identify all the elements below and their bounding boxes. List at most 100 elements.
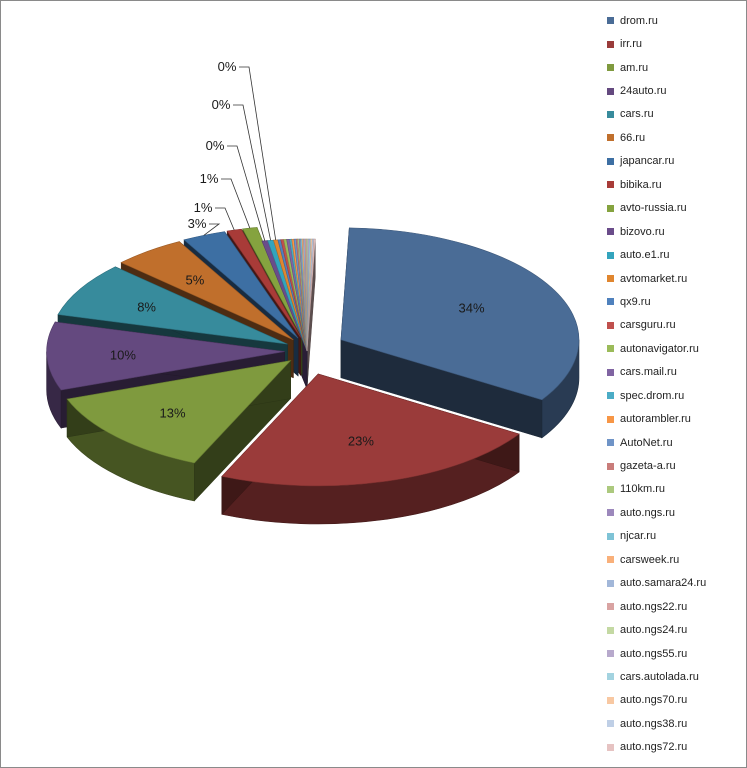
legend-swatch — [607, 673, 614, 681]
legend-swatch — [607, 368, 614, 376]
legend-label: spec.drom.ru — [620, 389, 685, 402]
legend-item: cars.autolada.ru — [607, 665, 745, 688]
legend-label: cars.autolada.ru — [620, 670, 699, 683]
pie-labels-layer: 34%23%13%10%8%5%3%1%1%0%0%0% — [110, 59, 485, 448]
legend-item: auto.ngs55.ru — [607, 642, 745, 665]
legend-swatch — [607, 603, 614, 611]
legend-label: cars.mail.ru — [620, 366, 677, 379]
slice-data-label: 13% — [159, 406, 185, 421]
pie-top-layer — [46, 227, 580, 487]
legend-swatch — [607, 181, 614, 189]
slice-data-label: 10% — [110, 348, 136, 363]
legend-item: carsguru.ru — [607, 314, 745, 337]
pie-chart: 34%23%13%10%8%5%3%1%1%0%0%0% — [46, 59, 580, 525]
slice-leader-line — [215, 207, 235, 231]
legend-item: cars.mail.ru — [607, 361, 745, 384]
legend-label: bizovo.ru — [620, 225, 665, 238]
slice-leader-line — [203, 223, 221, 236]
legend-swatch — [607, 579, 614, 587]
legend-item: avtomarket.ru — [607, 267, 745, 290]
legend-label: 66.ru — [620, 131, 646, 144]
pie-slice-66-ru — [120, 241, 294, 341]
slice-data-label: 0% — [206, 138, 225, 153]
legend-label: qx9.ru — [620, 295, 651, 308]
legend-item: spec.drom.ru — [607, 384, 745, 407]
legend-item: bizovo.ru — [607, 220, 745, 243]
legend-label: auto.samara24.ru — [620, 577, 707, 590]
chart-legend: drom.ru irr.ru am.ru 24auto.ru cars.ru 66.ru j… — [607, 9, 745, 759]
legend-item: japancar.ru — [607, 150, 745, 173]
legend-item: AutoNet.ru — [607, 431, 745, 454]
slice-leader-line — [227, 145, 266, 241]
legend-swatch — [607, 204, 614, 212]
slice-data-label: 23% — [348, 433, 374, 448]
legend-swatch — [607, 532, 614, 540]
pie-slice-drom-ru — [340, 227, 580, 401]
legend-swatch — [607, 415, 614, 423]
slice-leader-line — [233, 104, 271, 241]
legend-item: autorambler.ru — [607, 407, 745, 430]
legend-label: carsguru.ru — [620, 319, 676, 332]
legend-item: auto.ngs70.ru — [607, 689, 745, 712]
pie-slice-am-ru — [66, 360, 292, 464]
legend-label: irr.ru — [620, 38, 642, 51]
legend-label: auto.e1.ru — [620, 249, 670, 262]
legend-item: auto.ngs.ru — [607, 501, 745, 524]
legend-label: cars.ru — [620, 108, 654, 121]
slice-data-label: 1% — [200, 171, 219, 186]
legend-item: am.ru — [607, 56, 745, 79]
slice-data-label: 1% — [194, 200, 213, 215]
legend-label: drom.ru — [620, 14, 658, 27]
legend-swatch — [607, 134, 614, 142]
legend-item: auto.ngs72.ru — [607, 736, 745, 759]
legend-label: bibika.ru — [620, 178, 662, 191]
legend-item: auto.e1.ru — [607, 243, 745, 266]
legend-swatch — [607, 720, 614, 728]
legend-label: njcar.ru — [620, 530, 657, 543]
legend-item: drom.ru — [607, 9, 745, 32]
legend-item: bibika.ru — [607, 173, 745, 196]
legend-item: irr.ru — [607, 32, 745, 55]
legend-label: autorambler.ru — [620, 413, 691, 426]
legend-label: japancar.ru — [620, 155, 675, 168]
legend-swatch — [607, 110, 614, 118]
legend-swatch — [607, 345, 614, 353]
legend-label: 110km.ru — [620, 483, 666, 496]
pie-slice-bibika-ru — [226, 228, 301, 338]
legend-item: gazeta-a.ru — [607, 454, 745, 477]
legend-label: auto.ngs38.ru — [620, 717, 688, 730]
pie-slice-cars-ru — [57, 266, 288, 345]
pie-slice-24auto-ru — [46, 321, 285, 391]
legend-item: qx9.ru — [607, 290, 745, 313]
legend-swatch — [607, 556, 614, 564]
slice-leader-line — [239, 66, 277, 241]
legend-swatch — [607, 439, 614, 447]
legend-swatch — [607, 157, 614, 165]
legend-label: auto.ngs72.ru — [620, 741, 688, 754]
slice-data-label: 3% — [188, 216, 207, 231]
slice-data-label: 5% — [186, 273, 205, 288]
legend-label: carsweek.ru — [620, 553, 680, 566]
legend-item: autonavigator.ru — [607, 337, 745, 360]
legend-swatch — [607, 392, 614, 400]
legend-swatch — [607, 64, 614, 72]
legend-label: auto.ngs22.ru — [620, 600, 688, 613]
legend-swatch — [607, 509, 614, 517]
legend-item: auto.ngs24.ru — [607, 618, 745, 641]
legend-label: avto-russia.ru — [620, 202, 687, 215]
legend-label: auto.ngs.ru — [620, 506, 676, 519]
legend-item: auto.samara24.ru — [607, 572, 745, 595]
slice-data-label: 0% — [218, 59, 237, 74]
legend-item: 24auto.ru — [607, 79, 745, 102]
legend-swatch — [607, 626, 614, 634]
legend-swatch — [607, 321, 614, 329]
pie-slice-irr-ru — [221, 373, 520, 487]
slice-data-label: 8% — [137, 300, 156, 315]
legend-swatch — [607, 40, 614, 48]
legend-swatch — [607, 650, 614, 658]
legend-item: 110km.ru — [607, 478, 745, 501]
legend-swatch — [607, 275, 614, 283]
legend-item: avto-russia.ru — [607, 197, 745, 220]
slice-leader-line — [221, 178, 251, 229]
